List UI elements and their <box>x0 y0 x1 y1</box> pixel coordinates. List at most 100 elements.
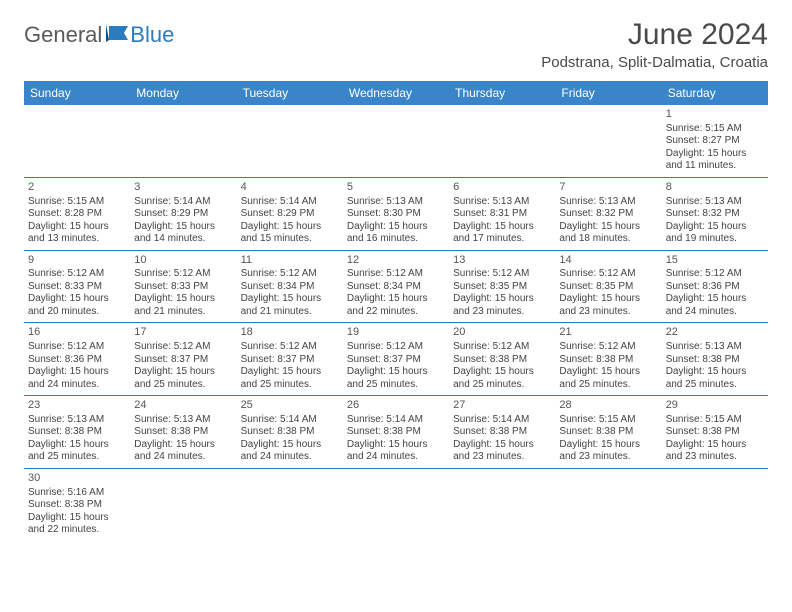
daylight-text: Daylight: 15 hours <box>347 221 445 234</box>
daylight-text: and 24 minutes. <box>666 306 764 319</box>
sunset-text: Sunset: 8:38 PM <box>666 354 764 367</box>
daylight-text: Daylight: 15 hours <box>134 293 232 306</box>
sunrise-text: Sunrise: 5:15 AM <box>666 414 764 427</box>
sunset-text: Sunset: 8:38 PM <box>559 354 657 367</box>
weekday-header: Friday <box>555 81 661 105</box>
daylight-text: and 20 minutes. <box>28 306 126 319</box>
daylight-text: Daylight: 15 hours <box>666 221 764 234</box>
daylight-text: and 23 minutes. <box>559 451 657 464</box>
sunset-text: Sunset: 8:29 PM <box>241 208 339 221</box>
sunset-text: Sunset: 8:38 PM <box>347 426 445 439</box>
sunset-text: Sunset: 8:36 PM <box>666 281 764 294</box>
sunset-text: Sunset: 8:38 PM <box>241 426 339 439</box>
calendar-cell <box>555 105 661 177</box>
day-number: 17 <box>134 326 232 340</box>
daylight-text: Daylight: 15 hours <box>559 439 657 452</box>
daylight-text: Daylight: 15 hours <box>559 221 657 234</box>
sunset-text: Sunset: 8:38 PM <box>453 354 551 367</box>
sunset-text: Sunset: 8:30 PM <box>347 208 445 221</box>
daylight-text: and 24 minutes. <box>347 451 445 464</box>
calendar-table: Sunday Monday Tuesday Wednesday Thursday… <box>24 81 768 541</box>
sunrise-text: Sunrise: 5:12 AM <box>241 341 339 354</box>
calendar-cell: 4Sunrise: 5:14 AMSunset: 8:29 PMDaylight… <box>237 177 343 250</box>
daylight-text: Daylight: 15 hours <box>347 439 445 452</box>
logo-flag-icon <box>106 22 128 48</box>
day-number: 7 <box>559 181 657 195</box>
sunset-text: Sunset: 8:32 PM <box>666 208 764 221</box>
calendar-cell: 20Sunrise: 5:12 AMSunset: 8:38 PMDayligh… <box>449 323 555 396</box>
day-number: 27 <box>453 399 551 413</box>
daylight-text: Daylight: 15 hours <box>28 293 126 306</box>
calendar-cell: 9Sunrise: 5:12 AMSunset: 8:33 PMDaylight… <box>24 250 130 323</box>
calendar-cell: 12Sunrise: 5:12 AMSunset: 8:34 PMDayligh… <box>343 250 449 323</box>
calendar-cell <box>662 468 768 540</box>
daylight-text: and 25 minutes. <box>666 379 764 392</box>
day-number: 19 <box>347 326 445 340</box>
calendar-cell: 5Sunrise: 5:13 AMSunset: 8:30 PMDaylight… <box>343 177 449 250</box>
calendar-cell: 11Sunrise: 5:12 AMSunset: 8:34 PMDayligh… <box>237 250 343 323</box>
sunrise-text: Sunrise: 5:15 AM <box>559 414 657 427</box>
daylight-text: and 25 minutes. <box>134 379 232 392</box>
day-number: 12 <box>347 254 445 268</box>
sunset-text: Sunset: 8:37 PM <box>134 354 232 367</box>
day-number: 8 <box>666 181 764 195</box>
sunset-text: Sunset: 8:33 PM <box>134 281 232 294</box>
day-number: 11 <box>241 254 339 268</box>
day-number: 15 <box>666 254 764 268</box>
daylight-text: Daylight: 15 hours <box>453 366 551 379</box>
day-number: 20 <box>453 326 551 340</box>
logo: General Blue <box>24 18 174 48</box>
daylight-text: and 18 minutes. <box>559 233 657 246</box>
day-number: 14 <box>559 254 657 268</box>
day-number: 2 <box>28 181 126 195</box>
sunrise-text: Sunrise: 5:14 AM <box>241 414 339 427</box>
day-number: 1 <box>666 108 764 122</box>
daylight-text: Daylight: 15 hours <box>453 439 551 452</box>
weekday-header: Sunday <box>24 81 130 105</box>
calendar-cell: 2Sunrise: 5:15 AMSunset: 8:28 PMDaylight… <box>24 177 130 250</box>
day-number: 10 <box>134 254 232 268</box>
location-subtitle: Podstrana, Split-Dalmatia, Croatia <box>541 54 768 71</box>
calendar-row: 16Sunrise: 5:12 AMSunset: 8:36 PMDayligh… <box>24 323 768 396</box>
sunrise-text: Sunrise: 5:15 AM <box>666 123 764 136</box>
day-number: 26 <box>347 399 445 413</box>
calendar-cell: 21Sunrise: 5:12 AMSunset: 8:38 PMDayligh… <box>555 323 661 396</box>
daylight-text: and 16 minutes. <box>347 233 445 246</box>
day-number: 21 <box>559 326 657 340</box>
sunrise-text: Sunrise: 5:16 AM <box>28 487 126 500</box>
calendar-cell <box>449 468 555 540</box>
calendar-cell: 1Sunrise: 5:15 AMSunset: 8:27 PMDaylight… <box>662 105 768 177</box>
sunrise-text: Sunrise: 5:13 AM <box>28 414 126 427</box>
sunset-text: Sunset: 8:34 PM <box>347 281 445 294</box>
logo-text-general: General <box>24 22 102 48</box>
daylight-text: Daylight: 15 hours <box>666 148 764 161</box>
day-number: 13 <box>453 254 551 268</box>
daylight-text: and 25 minutes. <box>453 379 551 392</box>
weekday-header: Thursday <box>449 81 555 105</box>
calendar-cell <box>555 468 661 540</box>
weekday-header-row: Sunday Monday Tuesday Wednesday Thursday… <box>24 81 768 105</box>
day-number: 9 <box>28 254 126 268</box>
day-number: 25 <box>241 399 339 413</box>
sunrise-text: Sunrise: 5:14 AM <box>347 414 445 427</box>
daylight-text: and 14 minutes. <box>134 233 232 246</box>
daylight-text: Daylight: 15 hours <box>666 293 764 306</box>
calendar-row: 2Sunrise: 5:15 AMSunset: 8:28 PMDaylight… <box>24 177 768 250</box>
daylight-text: Daylight: 15 hours <box>134 221 232 234</box>
sunrise-text: Sunrise: 5:13 AM <box>666 341 764 354</box>
calendar-cell <box>237 105 343 177</box>
daylight-text: and 23 minutes. <box>559 306 657 319</box>
day-number: 28 <box>559 399 657 413</box>
daylight-text: and 11 minutes. <box>666 160 764 173</box>
calendar-cell: 24Sunrise: 5:13 AMSunset: 8:38 PMDayligh… <box>130 396 236 469</box>
sunrise-text: Sunrise: 5:12 AM <box>347 268 445 281</box>
calendar-cell: 22Sunrise: 5:13 AMSunset: 8:38 PMDayligh… <box>662 323 768 396</box>
sunrise-text: Sunrise: 5:12 AM <box>559 341 657 354</box>
calendar-row: 9Sunrise: 5:12 AMSunset: 8:33 PMDaylight… <box>24 250 768 323</box>
calendar-cell: 17Sunrise: 5:12 AMSunset: 8:37 PMDayligh… <box>130 323 236 396</box>
sunset-text: Sunset: 8:33 PM <box>28 281 126 294</box>
day-number: 29 <box>666 399 764 413</box>
sunrise-text: Sunrise: 5:12 AM <box>666 268 764 281</box>
calendar-cell: 16Sunrise: 5:12 AMSunset: 8:36 PMDayligh… <box>24 323 130 396</box>
calendar-cell <box>343 468 449 540</box>
